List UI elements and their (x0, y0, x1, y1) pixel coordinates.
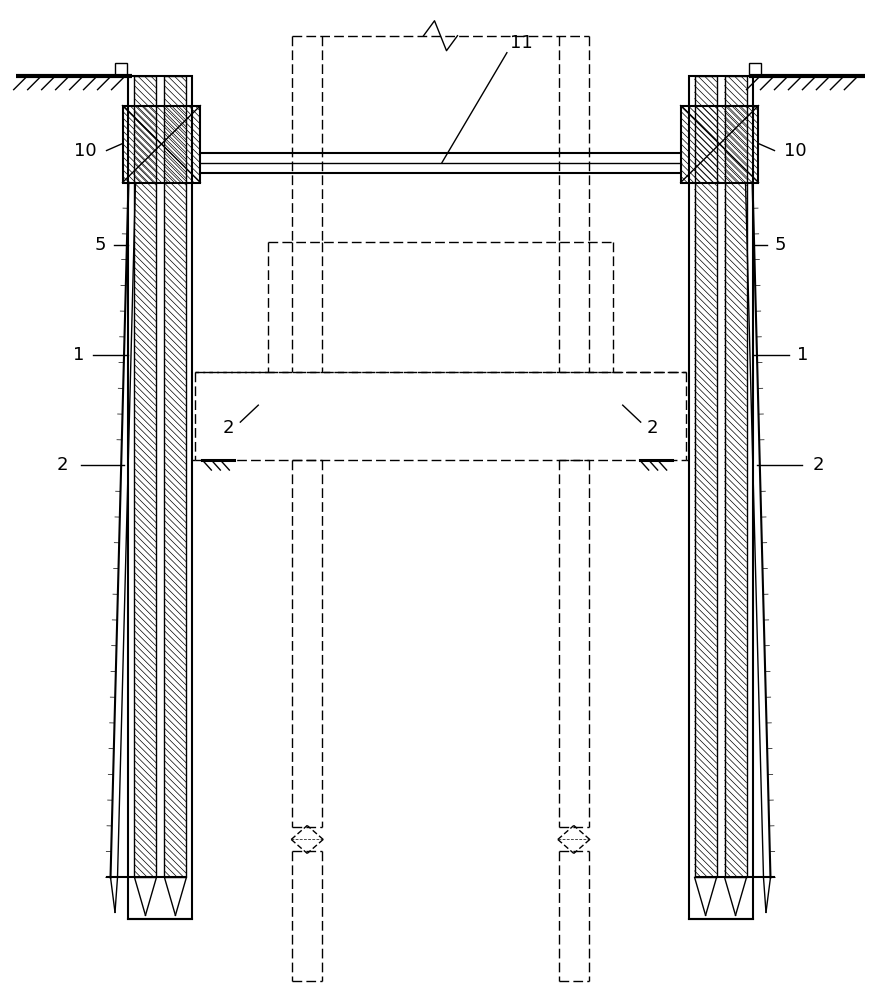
Bar (115, 63, 128, 76)
Bar (129, 76, 192, 919)
Text: 2: 2 (812, 456, 824, 474)
Text: 1: 1 (73, 346, 85, 364)
Bar (749, 63, 761, 76)
Bar (689, 76, 752, 919)
Text: 5: 5 (774, 236, 786, 254)
Text: 2: 2 (57, 456, 69, 474)
Text: 11: 11 (510, 34, 533, 52)
Bar (135, 76, 157, 877)
Bar (122, 106, 200, 183)
Text: 2: 2 (223, 419, 234, 437)
Text: 2: 2 (647, 419, 658, 437)
Text: 10: 10 (784, 142, 807, 160)
Bar (122, 106, 200, 183)
Bar (681, 106, 759, 183)
Text: 10: 10 (74, 142, 97, 160)
Bar (165, 76, 187, 877)
Text: 1: 1 (796, 346, 808, 364)
Text: 5: 5 (95, 236, 107, 254)
Bar (681, 106, 759, 183)
Bar (694, 76, 716, 877)
Bar (724, 76, 746, 877)
